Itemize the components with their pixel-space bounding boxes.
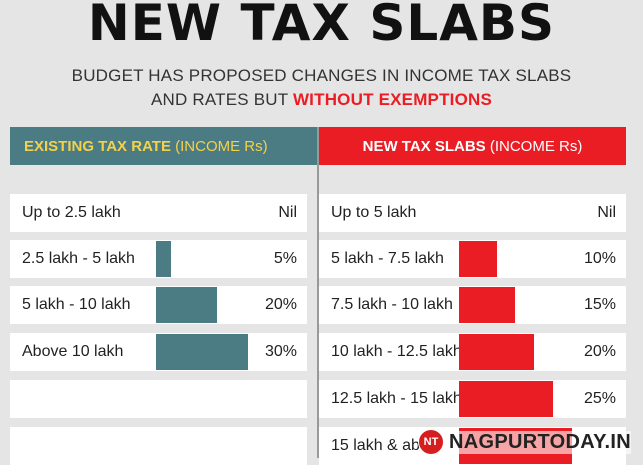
existing-rate-bar [156, 334, 248, 370]
nt-logo-icon: NT [418, 429, 444, 455]
existing-slab-label: 2.5 lakh - 5 lakh [22, 250, 135, 267]
existing-row: 5 lakh - 10 lakh 20% [10, 286, 307, 324]
existing-rate-value: 5% [273, 250, 297, 267]
existing-row: Above 10 lakh 30% [10, 333, 307, 371]
existing-empty-row [10, 427, 307, 465]
watermark-text: NAGPURTODAY.IN [449, 430, 632, 454]
new-slab-label: Up to 5 lakh [331, 204, 417, 221]
new-rate-bar [459, 241, 497, 277]
existing-header-unit: (INCOME Rs) [175, 137, 268, 155]
new-row: 5 lakh - 7.5 lakh 10% [319, 240, 626, 278]
new-row: 7.5 lakh - 10 lakh 15% [319, 286, 626, 324]
existing-slab-label: Up to 2.5 lakh [22, 204, 121, 221]
new-rate-value: 15% [583, 296, 616, 313]
new-rate-value: 25% [583, 390, 616, 407]
existing-header: EXISTING TAX RATE (INCOME Rs) [10, 127, 317, 165]
existing-row: 2.5 lakh - 5 lakh 5% [10, 240, 307, 278]
new-row: 12.5 lakh - 15 lakh 25% [319, 380, 626, 418]
new-rate-value: 20% [583, 343, 616, 360]
column-divider [317, 127, 319, 458]
new-rate-value: Nil [597, 204, 616, 221]
new-rate-value: 10% [583, 250, 616, 267]
new-rate-bar [459, 381, 553, 417]
new-slab-label: 5 lakh - 7.5 lakh [331, 250, 444, 267]
new-header-unit: (INCOME Rs) [489, 137, 583, 155]
existing-rate-value: 20% [264, 296, 297, 313]
new-header: NEW TAX SLABS (INCOME Rs) [319, 127, 626, 165]
existing-row: Up to 2.5 lakh Nil [10, 194, 307, 232]
watermark: NT NAGPURTODAY.IN [418, 428, 632, 456]
subtitle-line-2: AND RATES BUT WITHOUT EXEMPTIONS [0, 90, 643, 110]
new-rate-bar [459, 287, 515, 323]
subtitle-plain: AND RATES BUT [150, 90, 288, 109]
existing-rate-bar [156, 241, 171, 277]
new-header-title: NEW TAX SLABS [362, 137, 486, 155]
new-row: Up to 5 lakh Nil [319, 194, 626, 232]
new-slab-label: 10 lakh - 12.5 lakh [331, 343, 462, 360]
existing-slab-label: Above 10 lakh [22, 343, 124, 360]
existing-rate-value: 30% [264, 343, 297, 360]
existing-rate-bar [156, 287, 217, 323]
subtitle-line-1: BUDGET HAS PROPOSED CHANGES IN INCOME TA… [71, 66, 572, 85]
new-slab-label: 7.5 lakh - 10 lakh [331, 296, 453, 313]
existing-rate-value: Nil [278, 204, 297, 221]
subtitle-highlight: WITHOUT EXEMPTIONS [292, 90, 493, 109]
new-row: 10 lakh - 12.5 lakh 20% [319, 333, 626, 371]
existing-empty-row [10, 380, 307, 418]
new-rate-bar [459, 334, 534, 370]
existing-header-title: EXISTING TAX RATE [24, 137, 171, 155]
new-slab-label: 15 lakh & abo [331, 437, 429, 454]
new-slab-label: 12.5 lakh - 15 lakh [331, 390, 462, 407]
page-title: NEW TAX SLABS [87, 0, 556, 52]
existing-slab-label: 5 lakh - 10 lakh [22, 296, 131, 313]
